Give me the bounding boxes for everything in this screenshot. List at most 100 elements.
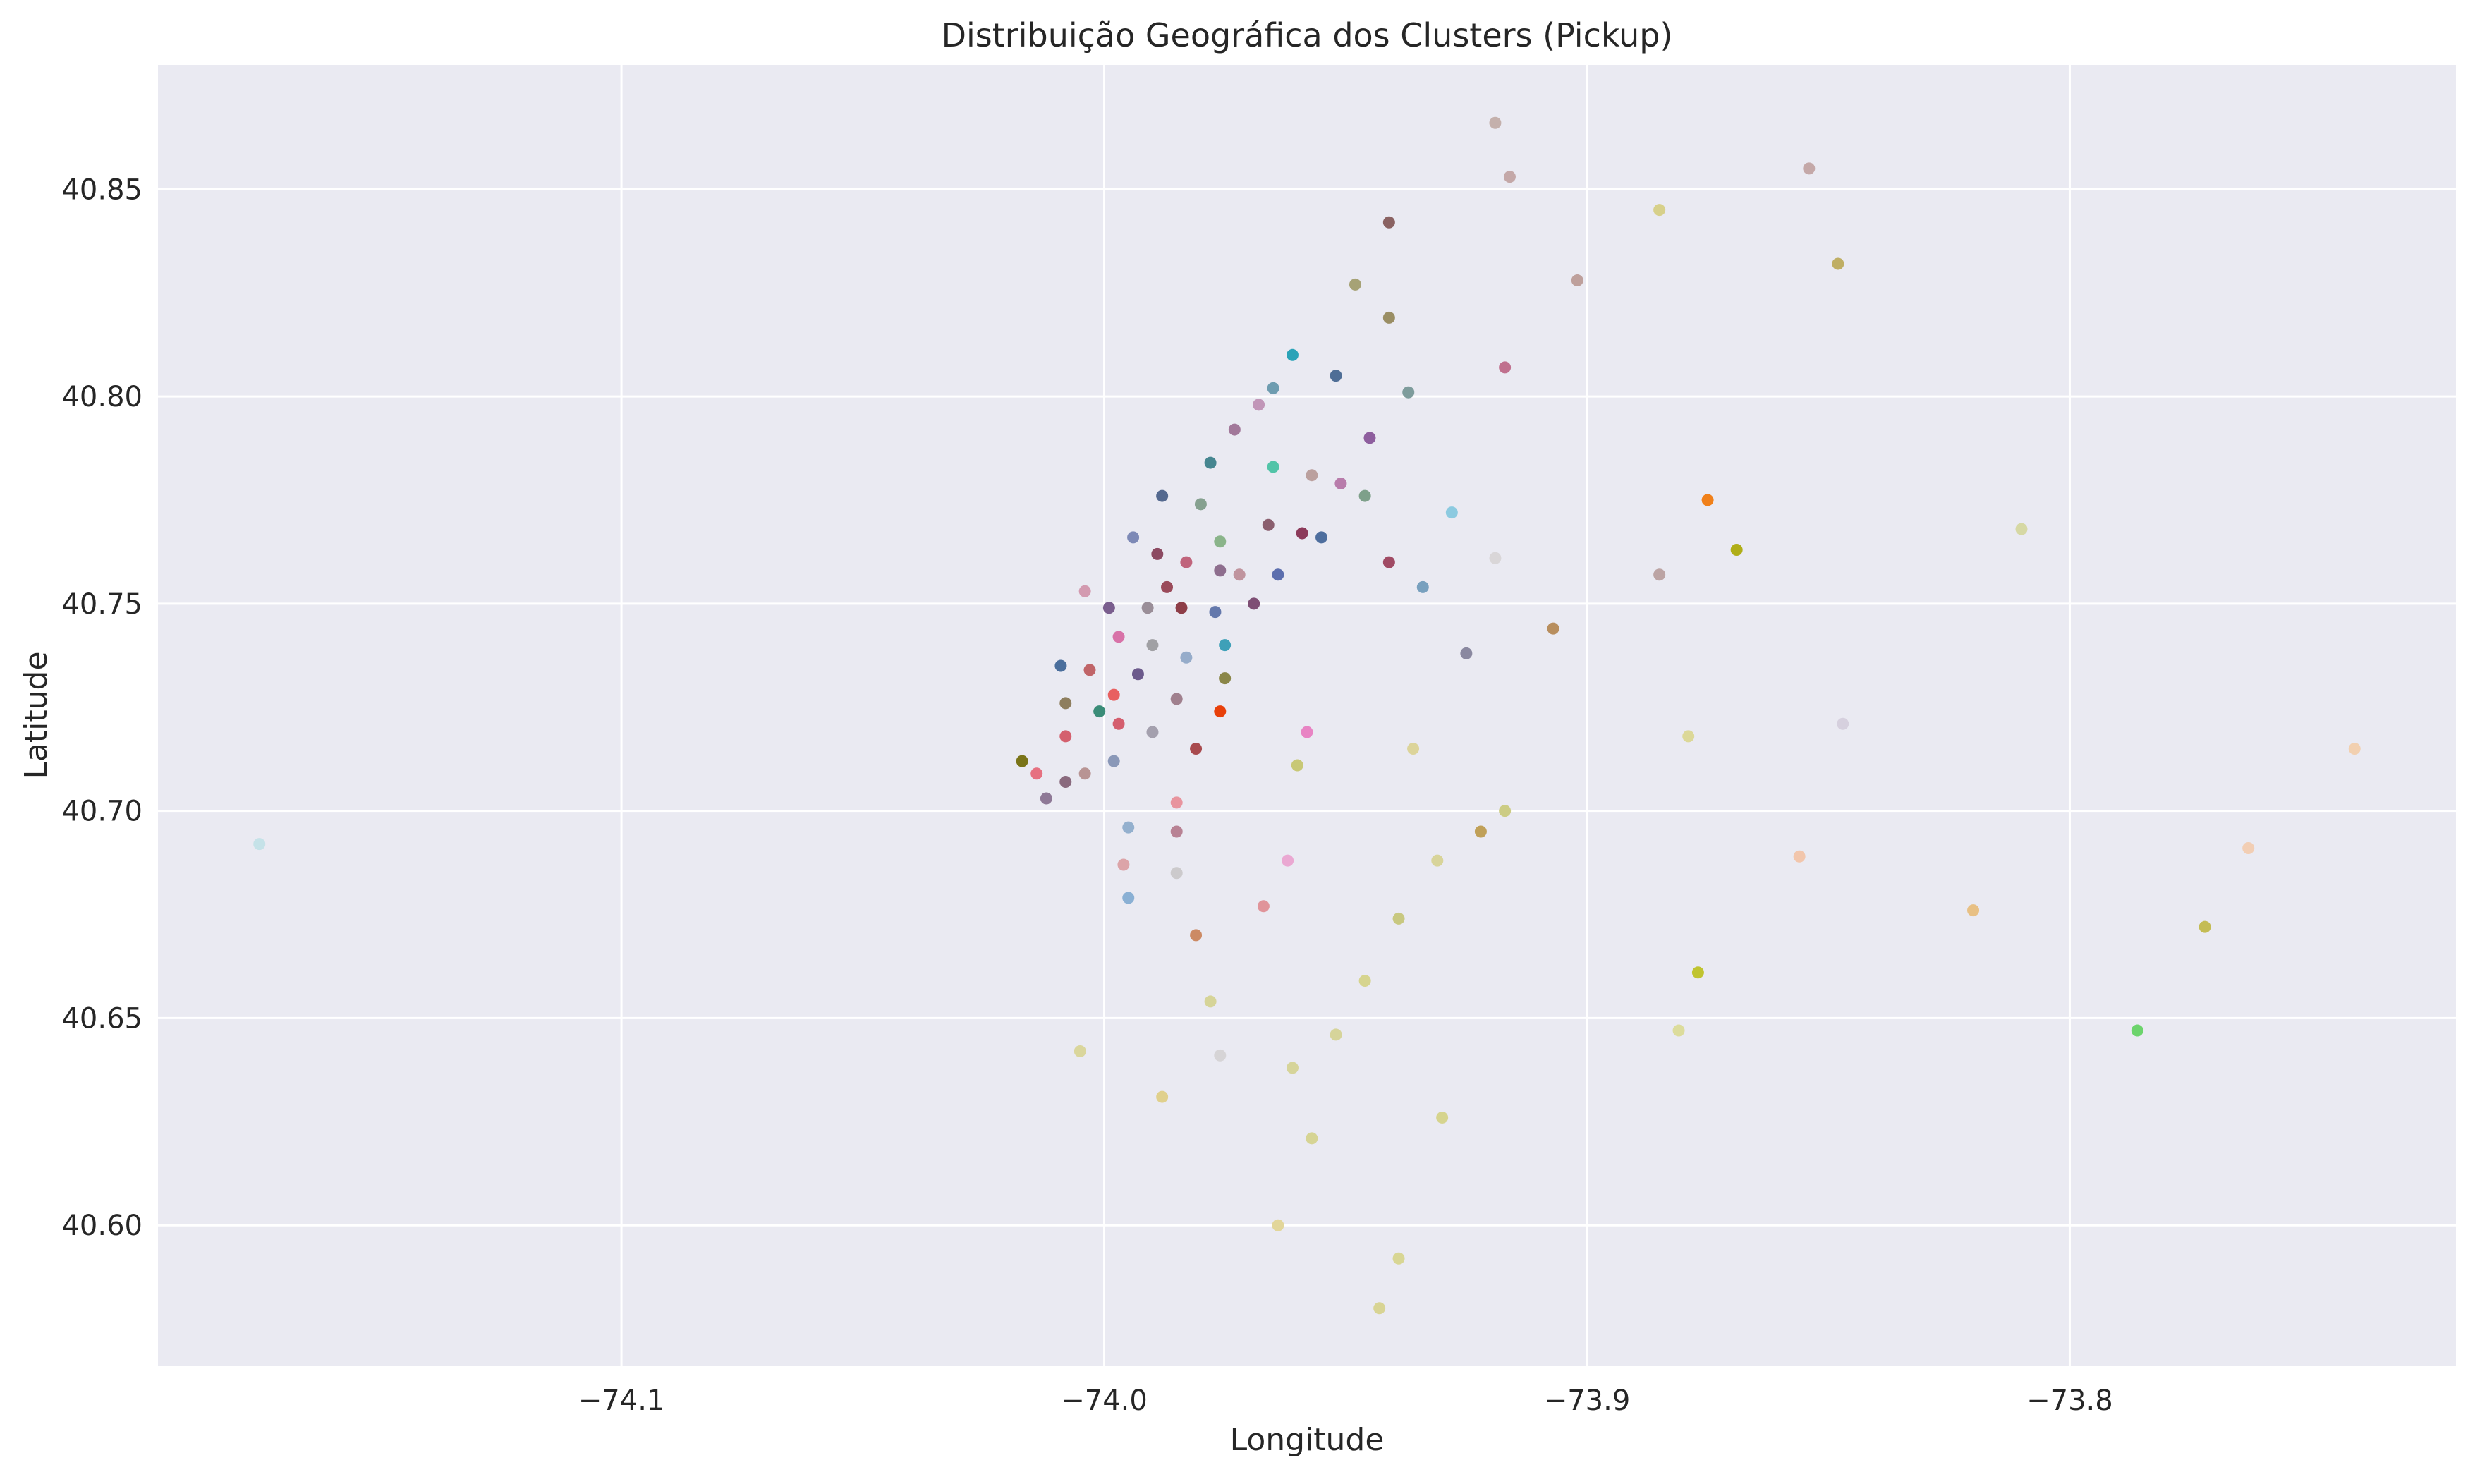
data-point — [1156, 1090, 1169, 1103]
data-point — [1547, 622, 1559, 635]
data-point — [1214, 535, 1227, 548]
data-point — [1503, 171, 1516, 183]
grid-lines — [158, 65, 2456, 1366]
data-point — [1436, 1111, 1449, 1124]
data-point — [1330, 370, 1342, 382]
data-point — [1392, 912, 1405, 925]
data-point — [1030, 767, 1043, 780]
data-point — [1392, 1252, 1405, 1265]
x-axis-label: Longitude — [1230, 1422, 1385, 1458]
data-point — [1301, 726, 1313, 738]
data-point — [1204, 995, 1217, 1008]
data-point — [1382, 311, 1395, 324]
data-point — [1832, 257, 1844, 270]
data-point — [1112, 631, 1125, 643]
data-point — [1296, 527, 1308, 540]
data-point — [1107, 688, 1120, 701]
data-point — [2199, 920, 2211, 933]
data-point — [1349, 278, 1361, 291]
data-point — [1653, 204, 1666, 217]
x-tick-label: −74.1 — [578, 1385, 665, 1417]
data-point — [1653, 568, 1666, 581]
data-point — [1373, 1302, 1386, 1315]
data-point — [1460, 647, 1473, 659]
data-point — [1382, 556, 1395, 568]
data-point — [1445, 506, 1458, 519]
data-point — [1146, 639, 1159, 652]
data-point — [1330, 1028, 1342, 1041]
data-point — [1474, 825, 1487, 838]
data-point — [1083, 664, 1096, 676]
data-point — [1122, 892, 1135, 904]
data-point — [1499, 361, 1512, 374]
data-point — [1112, 717, 1125, 730]
data-point — [1499, 805, 1512, 817]
data-point — [1214, 564, 1227, 577]
data-point — [1127, 531, 1140, 544]
chart-title: Distribuição Geográfica dos Clusters (Pi… — [942, 16, 1673, 54]
data-point — [2015, 523, 2028, 535]
data-point — [1358, 975, 1371, 987]
data-point — [1117, 858, 1130, 871]
data-point — [1102, 602, 1115, 614]
data-point — [1131, 668, 1144, 681]
data-point — [1180, 556, 1193, 568]
data-point — [2242, 842, 2255, 855]
y-tick-labels: 40.60 40.65 40.70 40.75 40.80 40.85 — [61, 174, 142, 1242]
data-point — [1286, 1062, 1299, 1074]
data-point — [1730, 543, 1743, 556]
data-point — [1180, 651, 1193, 664]
y-tick-label: 40.75 — [61, 588, 142, 621]
data-point — [1253, 399, 1265, 411]
data-point — [1233, 568, 1246, 581]
x-tick-labels: −74.1 −74.0 −73.9 −73.8 — [578, 1385, 2113, 1417]
data-point — [1219, 639, 1232, 652]
data-point — [1248, 597, 1260, 610]
y-axis-label: Latitude — [18, 651, 54, 779]
data-point — [1194, 498, 1207, 511]
data-point — [1074, 1045, 1086, 1057]
data-point — [1793, 850, 1806, 863]
data-point — [1170, 867, 1183, 880]
data-point — [1363, 432, 1376, 444]
data-point — [1382, 216, 1395, 229]
data-point — [1571, 274, 1583, 287]
data-point — [1691, 966, 1704, 979]
data-point — [1093, 705, 1106, 718]
data-point — [1291, 759, 1303, 772]
data-point — [1161, 580, 1174, 593]
data-point — [1016, 755, 1028, 767]
x-tick-label: −74.0 — [1061, 1385, 1148, 1417]
data-point — [1156, 489, 1169, 502]
y-tick-label: 40.70 — [61, 796, 142, 828]
data-point — [1257, 900, 1270, 913]
data-point — [1358, 489, 1371, 502]
data-point — [1170, 693, 1183, 705]
data-point — [1151, 547, 1164, 560]
y-tick-label: 40.65 — [61, 1002, 142, 1035]
data-point — [1214, 705, 1227, 718]
data-point — [1146, 726, 1159, 738]
data-points — [253, 116, 2361, 1315]
data-point — [1059, 776, 1072, 789]
data-point — [1228, 423, 1241, 436]
data-point — [1286, 348, 1299, 361]
data-point — [1489, 552, 1502, 564]
data-point — [1334, 477, 1347, 489]
data-point — [1837, 717, 1849, 730]
data-point — [1190, 743, 1203, 755]
data-point — [1054, 659, 1067, 672]
data-point — [1272, 568, 1284, 581]
y-tick-label: 40.85 — [61, 174, 142, 206]
data-point — [1431, 854, 1444, 867]
data-point — [1407, 743, 1420, 755]
data-point — [1170, 825, 1183, 838]
plot-background — [158, 65, 2456, 1366]
data-point — [1803, 162, 1816, 175]
data-point — [1214, 1049, 1227, 1062]
data-point — [1078, 585, 1091, 597]
data-point — [1209, 606, 1222, 619]
data-point — [1175, 602, 1188, 614]
data-point — [1967, 904, 1980, 917]
